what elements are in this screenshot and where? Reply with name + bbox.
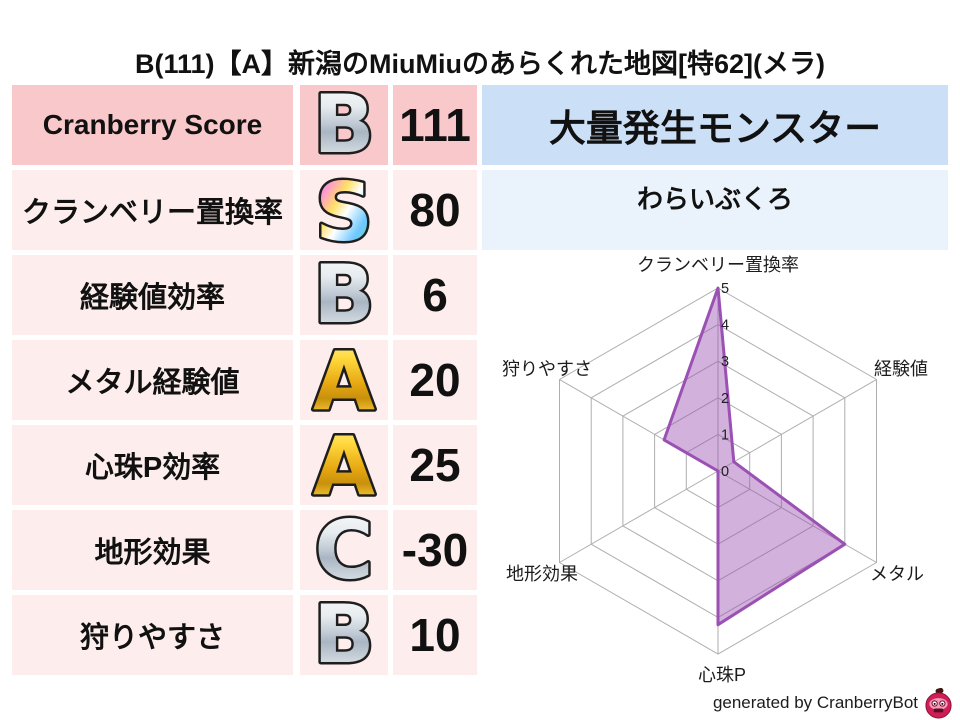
svg-text:5: 5 [721, 281, 729, 297]
outbreak-monster-name: わらいぶくろ [482, 170, 948, 250]
svg-text:0: 0 [721, 464, 729, 480]
svg-text:2: 2 [721, 391, 729, 407]
rank-badge: B [300, 76, 388, 174]
table-row: 地形効果 C -30 [12, 502, 477, 600]
stat-label: 心珠P効率 [12, 425, 293, 505]
rank-badge: C [300, 502, 388, 600]
svg-text:経験値: 経験値 [874, 359, 928, 379]
stat-value: 80 [393, 170, 477, 250]
stat-label: Cranberry Score [12, 85, 293, 165]
stat-value: 111 [393, 85, 477, 165]
rank-letter: B [314, 78, 375, 171]
stat-value: -30 [393, 510, 477, 590]
svg-text:1: 1 [721, 427, 729, 443]
stat-label: クランベリー置換率 [12, 170, 293, 250]
rank-letter: B [314, 588, 375, 681]
svg-text:心珠P: 心珠P [698, 665, 746, 685]
rank-badge: B [300, 246, 388, 344]
rank-letter: B [314, 248, 375, 341]
page-title: B(111)【A】新潟のMiuMiuのあらくれた地図[特62](メラ) [134, 49, 825, 79]
stats-table: Cranberry Score B 111 クランベリー置換率 S 80 経験値… [12, 76, 477, 684]
rank-badge: A [300, 418, 388, 516]
svg-text:狩りやすさ: 狩りやすさ [502, 359, 592, 379]
rank-letter: S [315, 166, 373, 259]
table-row: Cranberry Score B 111 [12, 76, 477, 174]
table-row: メタル経験値 A 20 [12, 333, 477, 431]
rank-letter: C [315, 504, 374, 597]
rank-badge: S [300, 164, 388, 262]
table-row: 狩りやすさ B 10 [12, 586, 477, 684]
table-row: 心珠P効率 A 25 [12, 418, 477, 516]
footer-credit: generated by CranberryBot [713, 687, 954, 719]
table-row: クランベリー置換率 S 80 [12, 164, 477, 262]
stat-label: メタル経験値 [12, 340, 293, 420]
rank-badge: B [300, 586, 388, 684]
svg-text:クランベリー置換率: クランベリー置換率 [637, 255, 799, 275]
rank-letter: A [313, 335, 375, 428]
stat-label: 地形効果 [12, 510, 293, 590]
stat-value: 10 [393, 595, 477, 675]
svg-text:4: 4 [721, 318, 729, 334]
rank-badge: A [300, 333, 388, 431]
cranberry-bot-icon [925, 687, 952, 719]
svg-text:3: 3 [721, 354, 729, 370]
svg-text:地形効果: 地形効果 [506, 564, 578, 584]
outbreak-monster-header: 大量発生モンスター [482, 85, 948, 165]
svg-text:メタル: メタル [870, 564, 924, 584]
stat-value: 6 [393, 255, 477, 335]
stat-value: 20 [393, 340, 477, 420]
stat-label: 経験値効率 [12, 255, 293, 335]
credit-text: generated by CranberryBot [712, 693, 918, 712]
table-row: 経験値効率 B 6 [12, 246, 477, 344]
stat-value: 25 [393, 425, 477, 505]
stat-label: 狩りやすさ [12, 595, 293, 675]
rank-letter: A [313, 420, 375, 513]
